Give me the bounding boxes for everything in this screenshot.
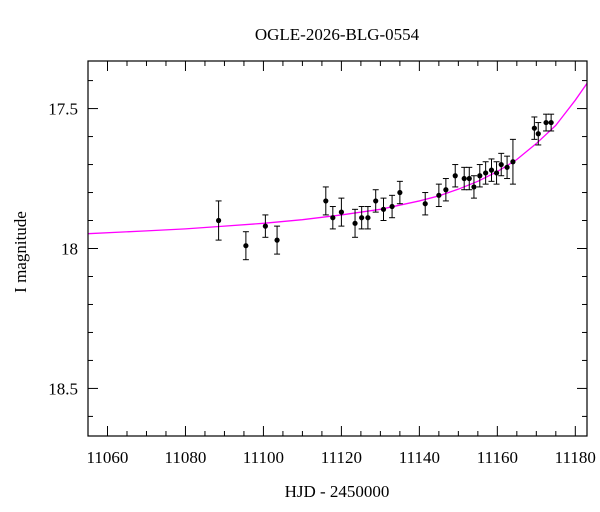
data-point — [504, 155, 511, 180]
point-marker — [359, 215, 365, 221]
point-marker — [422, 201, 428, 207]
point-marker — [338, 209, 344, 215]
point-marker — [483, 170, 489, 176]
data-point — [548, 113, 555, 132]
data-point — [372, 189, 379, 213]
y-tick-label: 18.5 — [48, 379, 78, 398]
data-point — [338, 197, 345, 227]
data-point — [215, 200, 222, 241]
data-point — [358, 206, 365, 230]
point-marker — [274, 237, 280, 243]
data-point — [329, 206, 336, 230]
data-point — [476, 164, 483, 188]
point-marker — [330, 215, 336, 221]
data-point — [531, 116, 538, 140]
chart-title: OGLE-2026-BLG-0554 — [255, 25, 420, 44]
data-point — [488, 158, 495, 182]
data-point — [396, 180, 403, 205]
data-point — [470, 175, 477, 199]
data-point — [543, 113, 550, 132]
point-marker — [466, 175, 472, 182]
point-marker — [461, 175, 467, 182]
data-point — [389, 194, 396, 219]
x-tick-label: 11060 — [87, 448, 129, 467]
x-tick-label: 11180 — [555, 448, 596, 467]
point-marker — [548, 119, 554, 126]
y-tick-label: 17.5 — [48, 100, 78, 119]
data-point — [482, 161, 489, 185]
data-point — [442, 178, 449, 202]
data-point — [364, 206, 371, 230]
x-tick-label: 11120 — [321, 448, 362, 467]
point-marker — [543, 119, 549, 126]
x-tick-label: 11160 — [477, 448, 518, 467]
point-marker — [531, 125, 537, 131]
x-tick-label: 11140 — [399, 448, 440, 467]
model-curve — [88, 83, 587, 235]
point-marker — [365, 215, 371, 221]
point-marker — [389, 203, 395, 210]
x-axis-label: HJD - 2450000 — [285, 482, 390, 501]
point-marker — [436, 192, 442, 198]
data-point — [322, 186, 329, 216]
data-point — [466, 166, 473, 191]
point-marker — [452, 173, 458, 179]
point-marker — [323, 198, 329, 204]
point-marker — [510, 159, 516, 165]
point-marker — [397, 189, 403, 196]
data-point — [509, 138, 516, 185]
data-point — [493, 161, 500, 185]
point-marker — [373, 198, 379, 204]
y-axis-label: I magnitude — [11, 211, 30, 293]
point-marker — [493, 170, 500, 176]
point-marker — [498, 161, 504, 168]
data-point — [380, 197, 387, 222]
model-line — [88, 83, 587, 235]
data-point — [535, 122, 542, 146]
y-tick-label: 18 — [61, 240, 78, 259]
data-point — [352, 208, 359, 238]
x-tick-label: 11100 — [243, 448, 284, 467]
point-marker — [243, 243, 249, 249]
point-marker — [352, 220, 358, 226]
data-point — [452, 164, 459, 188]
tick-labels: 11060 11080 11100 11120 11140 11160 11180 17.5 1… — [48, 100, 596, 467]
data-point — [262, 214, 269, 238]
point-marker — [262, 223, 268, 229]
data-points — [215, 113, 555, 261]
point-marker — [535, 131, 541, 137]
data-point — [435, 183, 442, 208]
point-marker — [477, 173, 483, 179]
axis-ticks — [87, 61, 587, 436]
point-marker — [504, 164, 510, 170]
data-point — [242, 231, 249, 261]
point-marker — [380, 206, 387, 212]
data-point — [422, 192, 429, 216]
point-marker — [488, 167, 495, 173]
data-point — [461, 166, 468, 191]
point-marker — [443, 187, 449, 193]
point-marker — [215, 217, 222, 224]
data-point — [274, 225, 281, 255]
x-tick-label: 11080 — [165, 448, 207, 467]
plot-frame — [87, 60, 588, 437]
data-point — [498, 152, 505, 177]
point-marker — [471, 184, 477, 190]
